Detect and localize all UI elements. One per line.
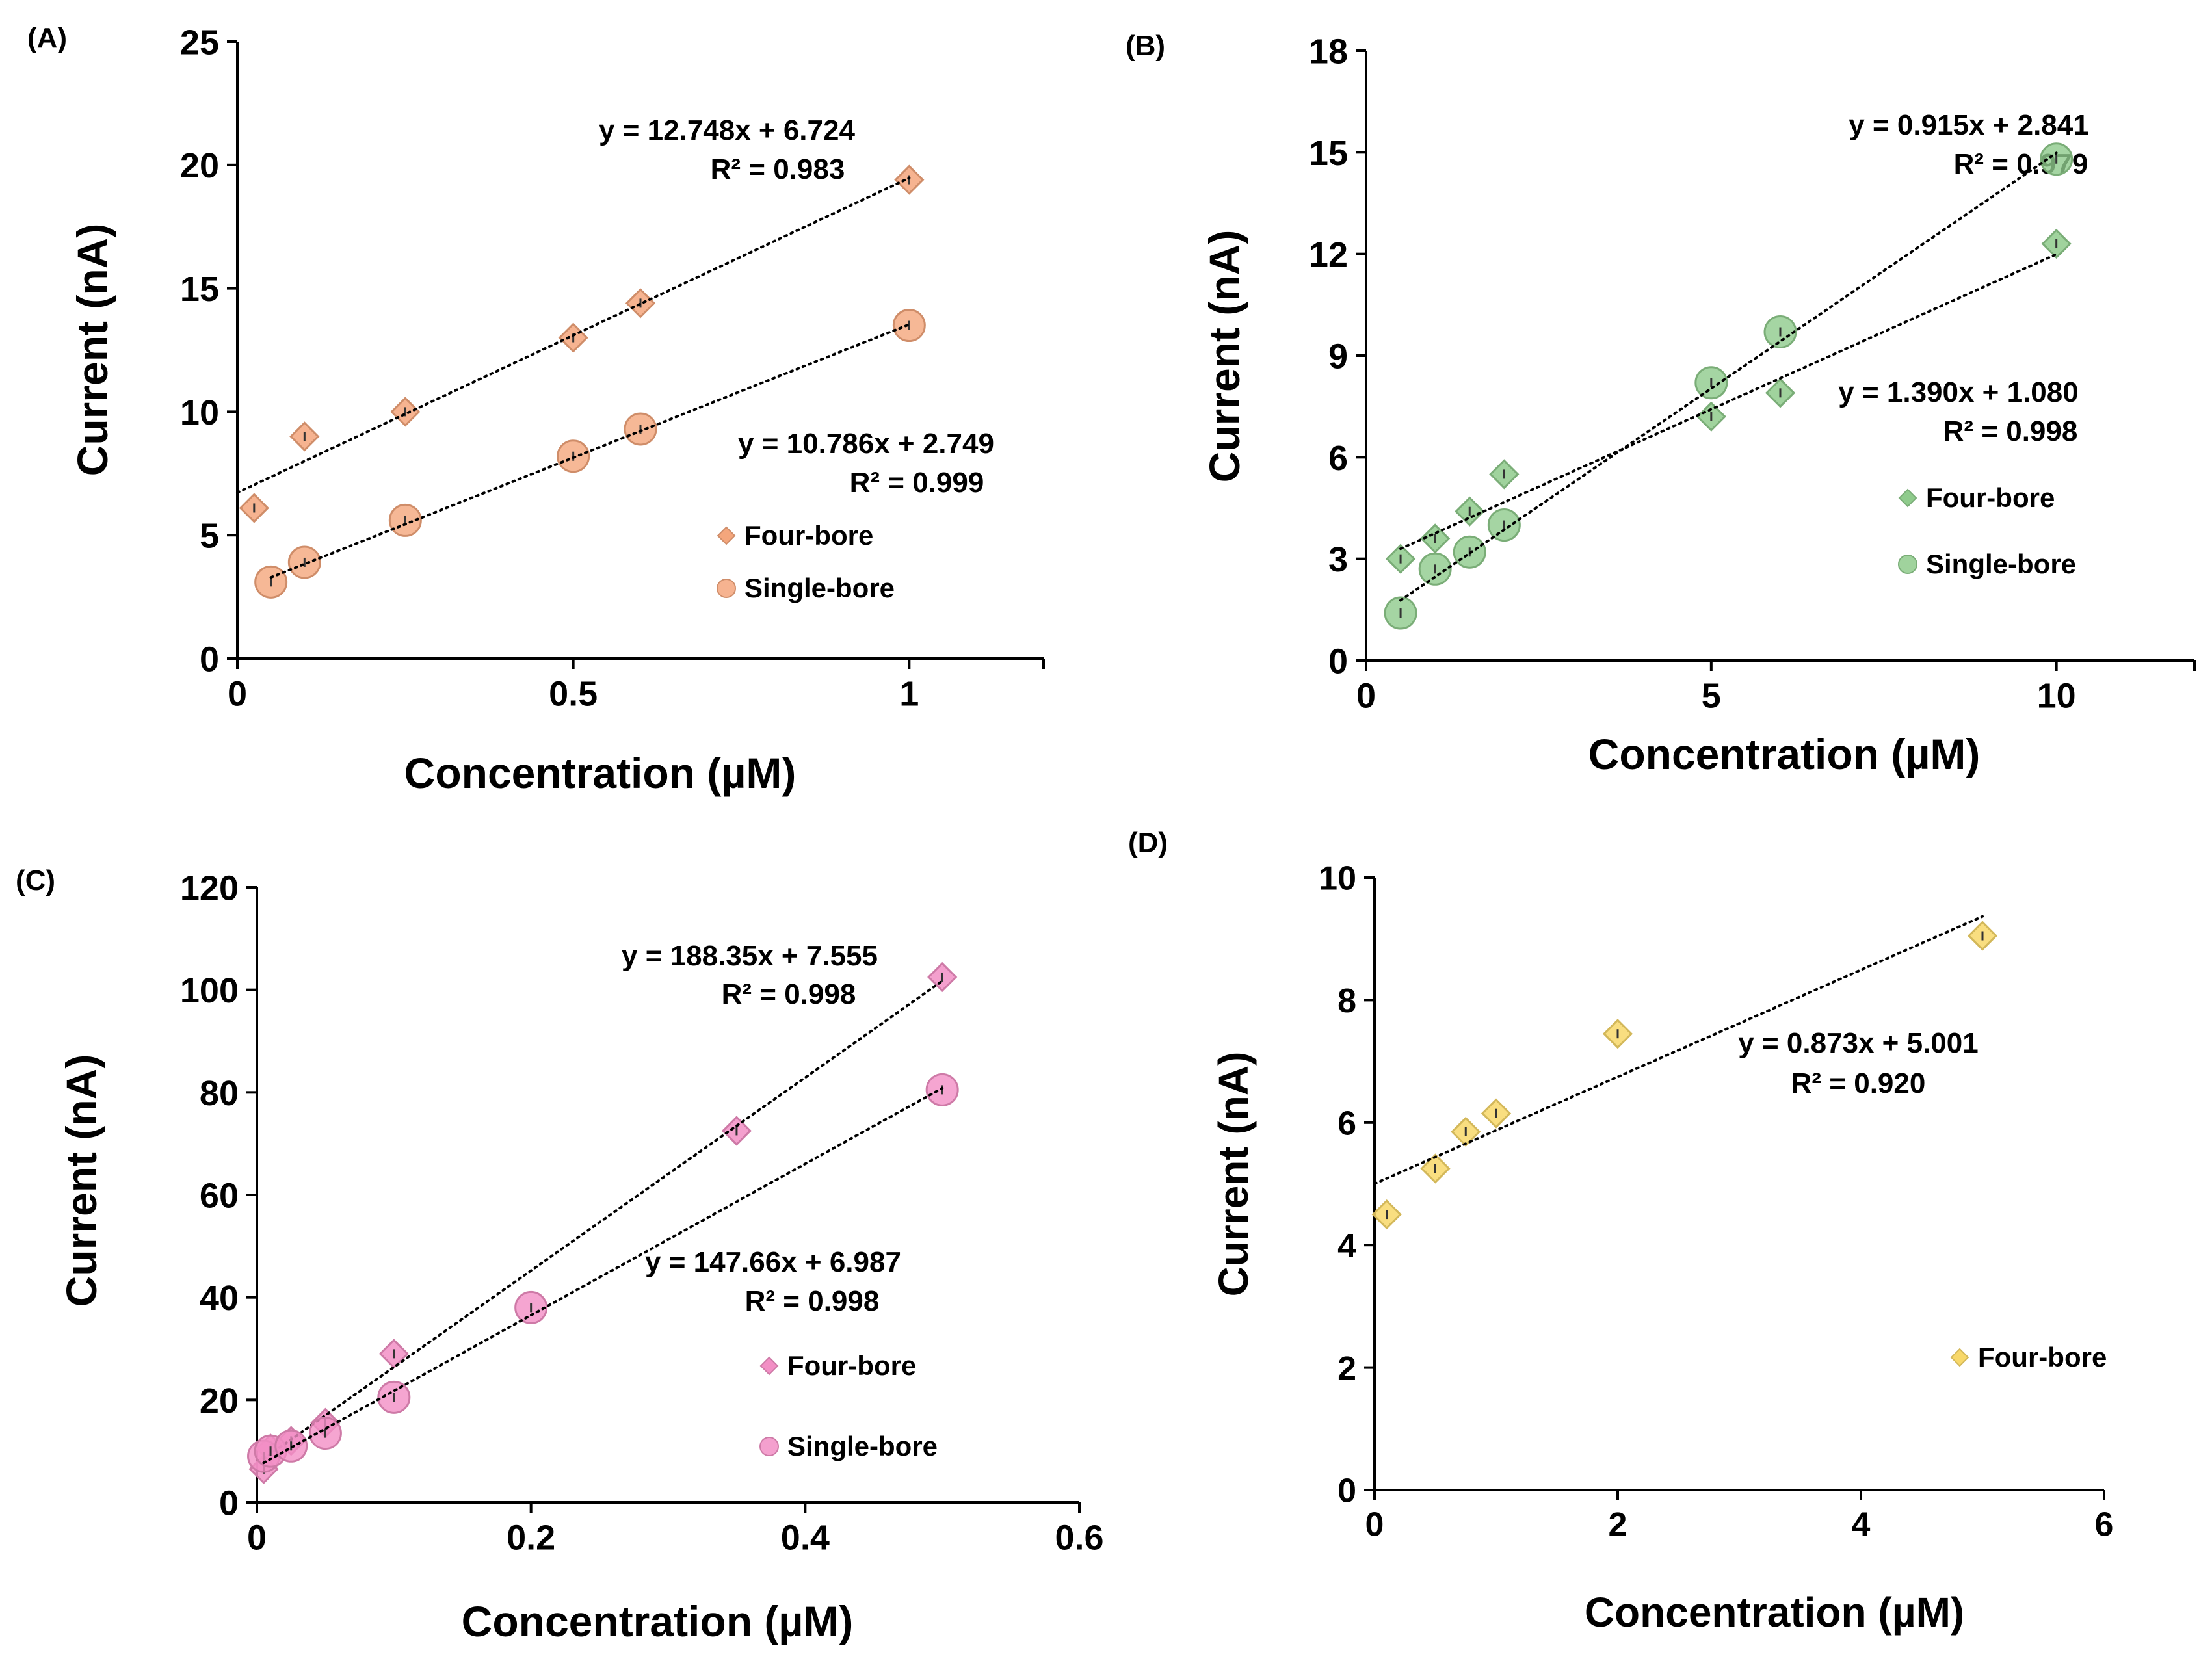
trendline (236, 176, 911, 494)
chart-a-svg: 0 5 10 15 20 25 0 0.5 1 Concentration (µM) Current… (68, 23, 1045, 797)
x-tick-label: 0.5 (549, 675, 598, 714)
y-tick-label: 10 (180, 393, 219, 432)
trendline (269, 323, 911, 579)
x-tick-label: 2 (1609, 1506, 1627, 1544)
x-tick-label: 0.6 (1055, 1519, 1103, 1558)
y-tick-label: 6 (1328, 439, 1348, 478)
legend-marker-single-bore (717, 579, 736, 598)
legend-label: Four-bore (1926, 482, 2055, 513)
y-tick-label: 10 (1319, 860, 1356, 898)
legend-marker-single-bore (1898, 555, 1917, 574)
fit-r-squared: R² = 0.999 (850, 467, 984, 499)
y-tick-label: 4 (1337, 1227, 1356, 1265)
fit-equation: y = 1.390x + 1.080 (1838, 376, 2078, 408)
fit-r-squared: R² = 0.983 (711, 153, 845, 185)
legend-label: Four-bore (787, 1350, 916, 1381)
y-tick-label: 60 (200, 1176, 239, 1215)
y-tick-label: 100 (180, 971, 239, 1010)
y-axis-label: Current (nA) (68, 224, 116, 477)
fit-equation: y = 188.35x + 7.555 (622, 940, 878, 972)
legend-label: Single-bore (787, 1431, 938, 1461)
x-tick-label: 0.2 (507, 1519, 555, 1558)
fit-r-squared: R² = 0.998 (722, 978, 856, 1010)
y-tick-label: 18 (1309, 32, 1348, 71)
y-tick-label: 2 (1337, 1350, 1356, 1387)
x-tick-label: 0.4 (781, 1519, 830, 1558)
x-tick-label: 6 (2095, 1506, 2114, 1544)
y-tick-label: 20 (200, 1381, 239, 1420)
y-tick-label: 0 (200, 640, 219, 679)
y-axis-label: Current (nA) (57, 1054, 105, 1307)
chart-panel-c: (C) 0 20 40 60 80 100 120 0 0.2 0.4 0.6 Concentrati… (0, 837, 1106, 1674)
y-tick-label: 6 (1337, 1105, 1356, 1143)
y-tick-label: 5 (200, 517, 219, 556)
trendline (262, 1086, 944, 1465)
y-tick-label: 12 (1309, 235, 1348, 274)
fit-r-squared: R² = 0.920 (1791, 1067, 1926, 1099)
x-tick-label: 0 (247, 1519, 267, 1558)
trendline (1399, 253, 2058, 551)
y-tick-label: 8 (1337, 982, 1356, 1020)
x-tick-label: 1 (899, 675, 919, 714)
fit-equation: y = 12.748x + 6.724 (599, 114, 855, 146)
y-tick-label: 15 (1309, 134, 1348, 173)
x-axis-label: Concentration (µM) (1585, 1589, 1964, 1636)
x-tick-label: 0 (228, 675, 247, 714)
panel-label-b: (B) (1126, 30, 1166, 62)
y-tick-label: 15 (180, 270, 219, 309)
fit-equation: y = 10.786x + 2.749 (738, 428, 994, 460)
chart-c-svg: 0 20 40 60 80 100 120 0 0.2 0.4 0.6 Concentration (… (57, 869, 1104, 1645)
trendline (262, 980, 944, 1461)
y-axis-label: Current (nA) (1210, 1052, 1257, 1297)
x-tick-label: 5 (1702, 677, 1721, 716)
legend-label: Single-bore (1926, 549, 2076, 579)
y-tick-label: 40 (200, 1279, 239, 1318)
legend-label: Four-bore (744, 520, 873, 551)
x-tick-label: 4 (1852, 1506, 1871, 1544)
fit-r-squared: R² = 0.998 (1943, 415, 2078, 447)
y-tick-label: 20 (180, 146, 219, 185)
legend-marker-single-bore (759, 1437, 779, 1456)
x-tick-label: 0 (1365, 1506, 1384, 1544)
y-tick-label: 9 (1328, 337, 1348, 376)
chart-panel-d: (D) 0 2 4 6 8 10 0 2 4 6 Concentration (µM) Current… (1106, 827, 2212, 1674)
trendline (1399, 151, 2058, 602)
chart-b-svg: 0 3 6 9 12 15 18 0 5 10 Concentration (µM) Current … (1200, 32, 2196, 778)
panel-label-c: (C) (16, 865, 56, 896)
fit-r-squared: R² = 0.998 (745, 1285, 880, 1317)
x-tick-label: 0 (1356, 677, 1376, 716)
fit-equation: y = 0.873x + 5.001 (1738, 1027, 1978, 1059)
panel-label-d: (D) (1128, 827, 1168, 859)
legend-label: Single-bore (744, 573, 895, 603)
y-tick-label: 0 (219, 1484, 239, 1523)
y-tick-label: 3 (1328, 540, 1348, 579)
panel-label-a: (A) (27, 22, 68, 54)
y-tick-label: 0 (1337, 1472, 1356, 1510)
legend-label: Four-bore (1978, 1342, 2107, 1372)
x-axis-label: Concentration (µM) (462, 1597, 854, 1645)
legend-marker-four-bore (759, 1356, 779, 1376)
y-tick-label: 25 (180, 23, 219, 62)
legend-marker-four-bore (717, 526, 736, 545)
fit-equation: y = 147.66x + 6.987 (645, 1246, 901, 1278)
legend-marker-four-bore (1950, 1348, 1969, 1367)
legend-marker-four-bore (1898, 488, 1917, 508)
chart-panel-a: (A) 0 5 10 15 20 25 0 0.5 1 Concentration (µM) Cur… (0, 0, 1106, 837)
x-tick-label: 10 (2037, 677, 2076, 716)
y-axis-label: Current (nA) (1200, 230, 1248, 483)
x-axis-label: Concentration (µM) (1588, 730, 1981, 778)
chart-d-svg: 0 2 4 6 8 10 0 2 4 6 Concentration (µM) Current (nA… (1210, 860, 2114, 1636)
x-axis-label: Concentration (µM) (404, 749, 797, 797)
fit-equation: y = 0.915x + 2.841 (1849, 109, 2088, 141)
y-tick-label: 120 (180, 869, 239, 908)
y-tick-label: 80 (200, 1074, 239, 1113)
chart-panel-b: (B) 0 3 6 9 12 15 18 0 5 10 Concentration (µM) Curr… (1106, 0, 2212, 837)
trendline (1373, 915, 1984, 1185)
y-tick-label: 0 (1328, 642, 1348, 681)
